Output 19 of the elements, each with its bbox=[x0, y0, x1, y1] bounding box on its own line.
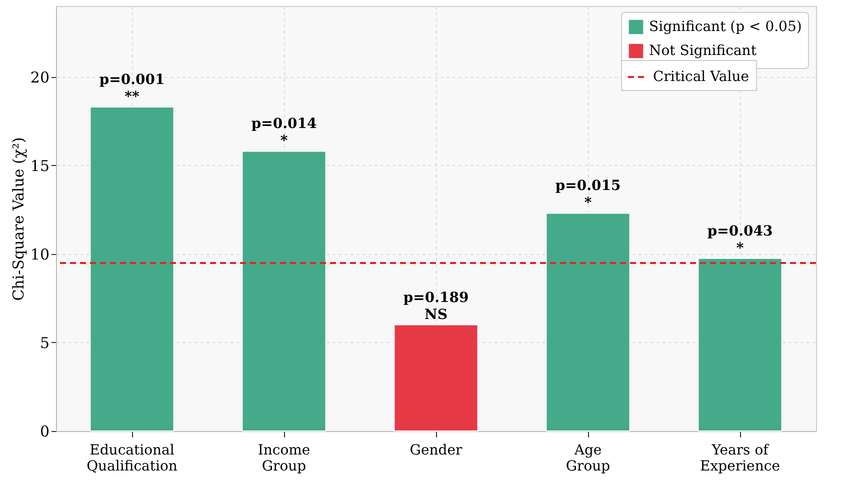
y-axis-title: Chi-Square Value (χ²) bbox=[9, 137, 28, 301]
annotation: p=0.189 NS bbox=[403, 290, 469, 323]
y-tick-label: 0 bbox=[40, 422, 50, 440]
x-tick-label: Gender bbox=[410, 442, 463, 458]
legend-label: Significant (p < 0.05) bbox=[649, 19, 802, 35]
y-tick-label: 20 bbox=[30, 68, 50, 86]
y-tick-label: 15 bbox=[30, 156, 50, 175]
y-tick-label: 5 bbox=[40, 334, 50, 352]
annotation: p=0.043 * bbox=[707, 223, 773, 256]
annotation: p=0.001 ** bbox=[99, 72, 165, 105]
legend-label: Not Significant bbox=[649, 43, 757, 59]
x-tick-label: Age Group bbox=[566, 442, 610, 474]
x-tick-label: Years of Experience bbox=[700, 442, 780, 474]
annotation: p=0.014 * bbox=[251, 116, 317, 150]
y-tick-label: 10 bbox=[30, 245, 50, 264]
x-tick-label: Educational Qualification bbox=[86, 442, 178, 474]
legend-label: Critical Value bbox=[653, 69, 750, 85]
annotation: p=0.015 * bbox=[555, 178, 621, 212]
x-tick-label: Income Group bbox=[258, 442, 310, 474]
